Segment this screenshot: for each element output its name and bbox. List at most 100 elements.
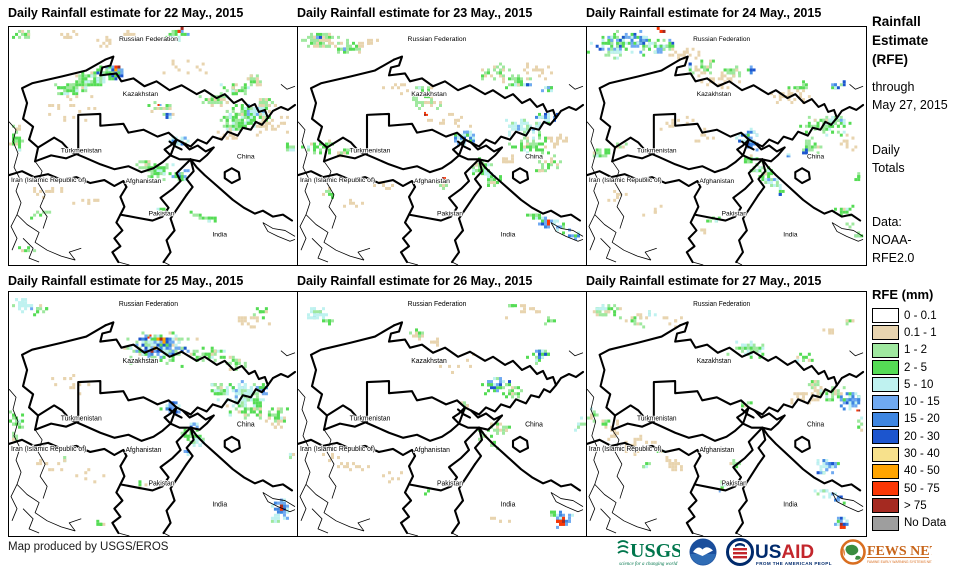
legend-item: 40 - 50: [872, 463, 964, 480]
panel-title: Daily Rainfall estimate for 25 May., 201…: [8, 274, 244, 288]
legend-label: 20 - 30: [904, 430, 940, 443]
rain-pixels: [587, 27, 864, 238]
panel-title: Daily Rainfall estimate for 24 May., 201…: [586, 6, 822, 20]
country-labels: Russian Federation Kazakhstan Turkmenistan…: [10, 300, 256, 509]
country-label: Afghanistan: [414, 178, 450, 185]
fewsnet-tagline: FAMINE EARLY WARNING SYSTEMS NETWORK: [867, 560, 932, 564]
country-label: Turkmenistan: [61, 416, 102, 423]
panel-title: Daily Rainfall estimate for 27 May., 201…: [586, 274, 822, 288]
fewsnet-logo: FEWS NET FAMINE EARLY WARNING SYSTEMS NE…: [840, 539, 932, 565]
legend-item: 2 - 5: [872, 359, 964, 376]
report-source: Data: NOAA- RFE2.0: [872, 215, 915, 265]
noaa-bird-icon: [693, 547, 713, 556]
rainfall-map-panel-4: Russian Federation Kazakhstan Turkmenistan…: [8, 291, 299, 537]
country-label: Afghanistan: [414, 447, 450, 454]
legend-swatch: [872, 360, 899, 376]
country-label: Pakistan: [148, 480, 174, 487]
rainfall-map-panel-1: Russian Federation Kazakhstan Turkmenistan…: [8, 26, 299, 266]
country-label: Russian Federation: [693, 301, 750, 308]
country-label: India: [212, 502, 227, 509]
country-label: Iran (Islamic Republic of): [11, 446, 86, 453]
country-label: Iran (Islamic Republic of): [589, 446, 662, 453]
legend-label: 2 - 5: [904, 361, 928, 374]
legend-label: 1 - 2: [904, 344, 928, 357]
legend-swatch: [872, 481, 899, 497]
country-label: Pakistan: [722, 211, 748, 218]
country-label: China: [237, 422, 255, 429]
logo-strip: USGS science for a changing world USAID …: [616, 537, 932, 568]
report-title-line: (RFE): [872, 52, 908, 67]
country-labels: Russian Federation Kazakhstan Turkmenistan…: [588, 300, 825, 509]
coastline-borders: [9, 83, 296, 265]
legend-swatch: [872, 325, 899, 341]
usgs-wordmark: USGS: [630, 540, 680, 562]
country-label: India: [501, 231, 516, 238]
country-label: Turkmenistan: [350, 147, 391, 154]
legend-swatch: [872, 342, 899, 358]
country-label: Russian Federation: [119, 301, 178, 308]
noaa-logo: [689, 538, 717, 566]
legend-items: 0 - 0.1 0.1 - 1 1 - 2 2 - 5 5 - 10 10 - 15 15 …: [872, 307, 964, 532]
legend-swatch: [872, 446, 899, 462]
country-borders: [587, 321, 865, 535]
legend-label: 30 - 40: [904, 448, 940, 461]
country-label: India: [212, 231, 227, 238]
report-period: through May 27, 2015: [872, 78, 964, 114]
legend-item: 15 - 20: [872, 411, 964, 428]
country-label: Russian Federation: [119, 36, 178, 43]
usgs-wave-icon: [617, 540, 629, 554]
country-label: Russian Federation: [693, 36, 750, 43]
legend-item: 50 - 75: [872, 480, 964, 497]
country-label: Kazakhstan: [697, 358, 732, 365]
usaid-tagline: FROM THE AMERICAN PEOPLE: [756, 561, 832, 566]
legend-swatch: [872, 377, 899, 393]
country-label: Iran (Islamic Republic of): [300, 446, 375, 453]
country-label: Iran (Islamic Republic of): [589, 177, 662, 184]
usaid-logo: USAID FROM THE AMERICAN PEOPLE: [726, 538, 832, 566]
country-label: Pakistan: [722, 480, 747, 487]
country-label: China: [237, 153, 255, 160]
fewsnet-wordmark: FEWS NET: [867, 544, 932, 559]
legend-item: > 75: [872, 497, 964, 514]
country-label: Iran (Islamic Republic of): [11, 177, 86, 184]
coastline-borders: [587, 350, 864, 536]
map-credit: Map produced by USGS/EROS: [8, 541, 169, 553]
rainfall-map-panel-2: Russian Federation Kazakhstan Turkmenistan…: [297, 26, 587, 266]
country-label: Kazakhstan: [697, 91, 732, 98]
country-label: Kazakhstan: [123, 91, 159, 98]
country-borders: [587, 55, 865, 264]
country-labels: Russian Federation Kazakhstan Turkmenistan…: [10, 35, 256, 239]
rainfall-map-panel-5: Russian Federation Kazakhstan Turkmenistan…: [297, 291, 587, 537]
country-label: Turkmenistan: [350, 416, 391, 423]
legend-item: 0.1 - 1: [872, 324, 964, 341]
country-label: Russian Federation: [408, 301, 467, 308]
country-label: India: [783, 502, 798, 509]
legend-label: 0.1 - 1: [904, 326, 937, 339]
legend-label: 0 - 0.1: [904, 309, 937, 322]
legend-item: 1 - 2: [872, 342, 964, 359]
legend-item: 30 - 40: [872, 445, 964, 462]
panel-title: Daily Rainfall estimate for 23 May., 201…: [297, 6, 533, 20]
usgs-logo: USGS science for a changing world: [617, 540, 680, 567]
country-label: China: [525, 422, 543, 429]
usgs-tagline: science for a changing world: [619, 562, 678, 567]
legend-swatch: [872, 394, 899, 410]
usaid-wordmark-us: USAID: [755, 542, 814, 563]
panel-title: Daily Rainfall estimate for 26 May., 201…: [297, 274, 533, 288]
coastline-borders: [9, 350, 296, 536]
legend-swatch: [872, 498, 899, 514]
country-label: Iran (Islamic Republic of): [300, 177, 375, 184]
legend-swatch: [872, 429, 899, 445]
country-label: China: [807, 422, 824, 429]
usaid-wordmark-aid: AID: [781, 542, 814, 563]
country-label: Pakistan: [437, 480, 463, 487]
rain-pixels: [587, 304, 864, 529]
rain-pixels: [301, 32, 580, 241]
legend-label: 50 - 75: [904, 482, 940, 495]
report-through: through: [872, 80, 915, 94]
legend-label: 5 - 10: [904, 378, 934, 391]
report-title-line: Estimate: [872, 33, 929, 48]
country-label: India: [783, 231, 798, 238]
legend: RFE (mm) 0 - 0.1 0.1 - 1 1 - 2 2 - 5 5 - 10 1…: [872, 287, 964, 532]
panel-title: Daily Rainfall estimate for 22 May., 201…: [8, 6, 244, 20]
